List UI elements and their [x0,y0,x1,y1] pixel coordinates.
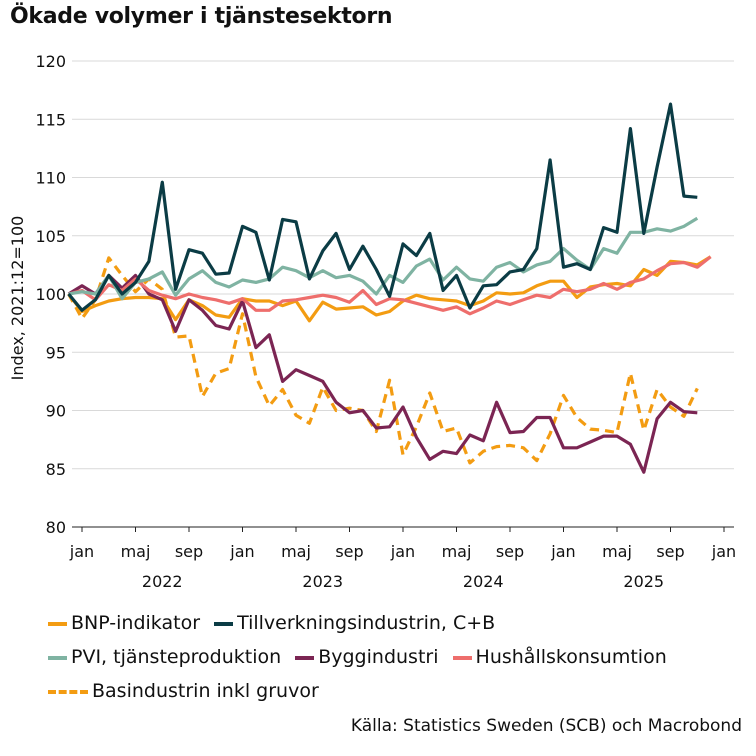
line-chart: 80 85 90 95 100 105 110 115 120 Index, 2021:12=1… [8,52,736,591]
legend-swatch [214,621,234,626]
y-axis-ticks: 80 85 90 95 100 105 110 115 120 [35,52,66,537]
y-tick-label: 115 [35,110,66,129]
source-note: Källa: Statistics Sweden (SCB) och Macro… [350,716,742,736]
year-label: 2024 [463,572,504,591]
legend-item-hushall[interactable]: Hushållskonsumtion [452,646,667,668]
x-tick-label: maj [281,542,311,561]
x-tick-label: sep [335,542,363,561]
y-tick-label: 80 [46,518,66,537]
legend-item-bygg[interactable]: Byggindustri [295,646,438,668]
x-tick-label: jan [711,542,736,561]
series-line-5 [67,256,699,465]
y-tick-label: 110 [35,169,66,188]
legend-item-basindustrin[interactable]: Basindustrin inkl gruvor [48,680,319,702]
legend-swatch [452,655,472,660]
y-tick-label: 120 [35,52,66,71]
legend-label: Byggindustri [318,646,439,668]
legend-label: BNP-indikator [71,612,201,634]
x-tick-label: sep [175,542,203,561]
legend-label: Basindustrin inkl gruvor [92,680,319,702]
series-line-1 [67,102,698,312]
y-tick-label: 105 [35,227,66,246]
legend-item-pvi[interactable]: PVI, tjänsteproduktion [48,646,281,668]
x-axis-year-labels: 2022 2023 2024 2025 [142,572,664,591]
x-tick-label: sep [496,542,524,561]
legend-row-1: BNP-indikator Tillverkningsindustrin, C+… [48,612,503,634]
x-tick-label: maj [121,542,151,561]
x-tick-label: jan [550,542,575,561]
year-label: 2022 [142,572,183,591]
series-lines [67,102,712,474]
legend-swatch-dashed [48,689,88,694]
x-tick-label: jan [69,542,94,561]
series-line-3 [67,273,698,474]
legend-item-tillverkning[interactable]: Tillverkningsindustrin, C+B [214,612,495,634]
x-tick-label: maj [602,542,632,561]
series-line-4 [68,255,712,316]
legend-row-2: PVI, tjänsteproduktion Byggindustri Hush… [48,646,675,668]
legend-swatch [48,655,67,660]
x-tick-label: jan [390,542,415,561]
x-tick-label: maj [442,542,472,561]
y-tick-label: 95 [46,343,66,362]
legend-label: Hushållskonsumtion [475,646,667,668]
legend-label: Tillverkningsindustrin, C+B [237,612,496,634]
x-tick-label: jan [229,542,254,561]
y-tick-label: 85 [46,460,66,479]
x-axis-ticks: jan maj sep jan maj sep jan maj sep jan maj sep jan [69,527,736,561]
y-tick-label: 90 [46,402,66,421]
y-axis-label: Index, 2021:12=100 [8,216,27,381]
legend-row-3: Basindustrin inkl gruvor [48,680,327,702]
x-tick-label: sep [656,542,684,561]
legend-swatch [48,621,67,626]
legend-item-bnp[interactable]: BNP-indikator [48,612,200,634]
year-label: 2025 [623,572,664,591]
legend-label: PVI, tjänsteproduktion [71,646,282,668]
y-tick-label: 100 [35,285,66,304]
year-label: 2023 [302,572,343,591]
page-title: Ökade volymer i tjänstesektorn [10,4,393,29]
legend-swatch [295,655,315,660]
